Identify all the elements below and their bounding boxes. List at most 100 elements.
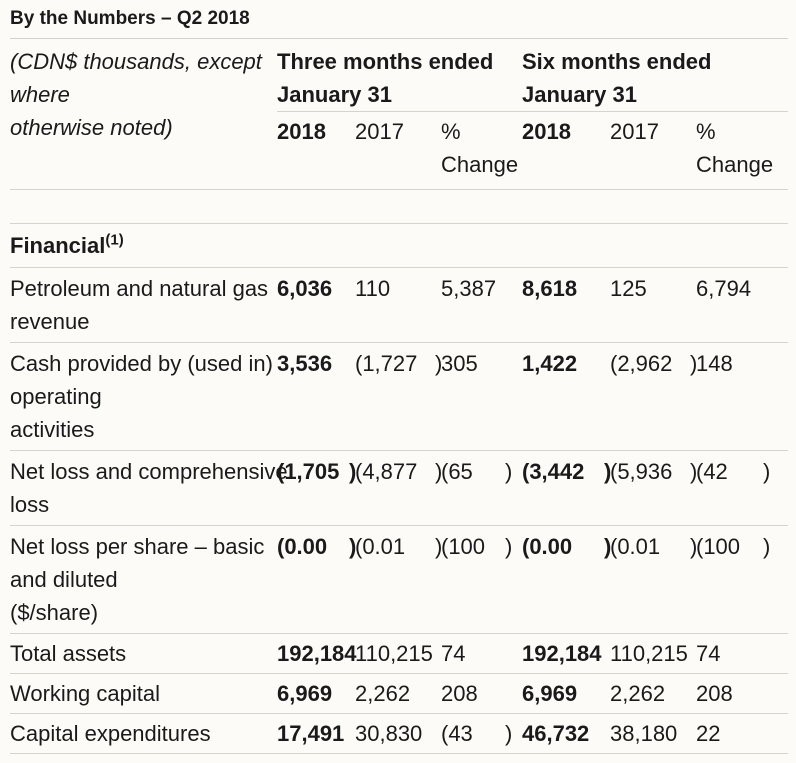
row-label: Cash provided by (used in) operating act… bbox=[10, 342, 277, 451]
cell-paren: ) bbox=[435, 450, 442, 526]
cell-paren bbox=[349, 713, 355, 754]
cell-paren bbox=[349, 342, 355, 451]
column-header-2017: 2017 bbox=[610, 111, 690, 190]
cell-paren: ) bbox=[604, 525, 611, 634]
table-row: Capital expenditures 17,491 30,830 (43 )… bbox=[10, 713, 789, 754]
cell-paren bbox=[349, 267, 355, 343]
column-header-2017: 2017 bbox=[355, 111, 435, 190]
row-label: Net loss per share – basic and diluted (… bbox=[10, 525, 277, 634]
cell-value: 17,491 bbox=[277, 713, 349, 754]
cell-value: (4,877 bbox=[355, 450, 435, 526]
cell-value: 208 bbox=[441, 673, 505, 714]
cell-value: 3,536 bbox=[277, 342, 349, 451]
cell-value: (65 bbox=[441, 450, 505, 526]
cell-paren bbox=[690, 267, 696, 343]
cell-value: (42 bbox=[696, 450, 763, 526]
row-label: Net loss and comprehensive loss bbox=[10, 450, 288, 526]
table-row: Working capital 6,969 2,262 208 6,969 2,… bbox=[10, 673, 789, 714]
cell-paren bbox=[604, 713, 610, 754]
cell-value: 74 bbox=[441, 633, 505, 674]
cell-value: 5,387 bbox=[441, 267, 505, 343]
cell-paren bbox=[349, 633, 355, 674]
cell-paren bbox=[435, 267, 441, 343]
year-header-row: 2018 2017 % Change 2018 2017 % Change bbox=[10, 111, 789, 190]
cell-paren: ) bbox=[690, 450, 697, 526]
table-row: Net loss per share – basic and diluted (… bbox=[10, 525, 789, 634]
cell-paren: ) bbox=[505, 713, 522, 754]
cell-value: 192,184 bbox=[277, 633, 357, 674]
spacer-row bbox=[10, 189, 789, 224]
cell-value: 148 bbox=[696, 342, 763, 451]
cell-paren bbox=[690, 713, 696, 754]
cell-paren bbox=[349, 673, 355, 714]
section-header-row: Financial(1) bbox=[10, 223, 789, 268]
cell-value: 8,618 bbox=[522, 267, 604, 343]
cell-paren: ) bbox=[349, 450, 356, 526]
section-header: Financial(1) bbox=[10, 223, 789, 268]
row-label: Capital expenditures bbox=[10, 713, 277, 754]
cell-paren: ) bbox=[349, 525, 356, 634]
cell-value: 110,215 bbox=[610, 633, 690, 674]
cell-value: 38,180 bbox=[610, 713, 690, 754]
cell-paren: ) bbox=[763, 525, 789, 634]
cell-paren bbox=[763, 713, 789, 754]
title-row: By the Numbers – Q2 2018 bbox=[10, 0, 789, 39]
cell-paren bbox=[604, 342, 610, 451]
cell-paren bbox=[763, 673, 789, 714]
cell-value: 46,732 bbox=[522, 713, 604, 754]
cell-value: 22 bbox=[696, 713, 763, 754]
cell-value: (43 bbox=[441, 713, 505, 754]
cell-paren bbox=[690, 673, 696, 714]
cell-paren: ) bbox=[604, 450, 611, 526]
cell-paren bbox=[763, 342, 789, 451]
column-group-header-row: (CDN$ thousands, except where otherwise … bbox=[10, 38, 789, 190]
cell-paren bbox=[505, 342, 522, 451]
cell-paren bbox=[604, 673, 610, 714]
cell-value: 110 bbox=[355, 267, 435, 343]
cell-paren: ) bbox=[505, 450, 522, 526]
cell-paren bbox=[690, 633, 696, 674]
column-header-pct-change: % Change bbox=[441, 111, 518, 190]
cell-value: 6,794 bbox=[696, 267, 763, 343]
cell-value: (2,962 bbox=[610, 342, 690, 451]
cell-value: 30,830 bbox=[355, 713, 435, 754]
cell-value: (1,705 bbox=[277, 450, 349, 526]
cell-value: (0.01 bbox=[355, 525, 435, 634]
cell-paren bbox=[505, 633, 522, 674]
cell-paren bbox=[763, 267, 789, 343]
cell-paren bbox=[505, 673, 522, 714]
cell-value: 6,969 bbox=[522, 673, 604, 714]
cell-value: 125 bbox=[610, 267, 690, 343]
cell-value: (0.01 bbox=[610, 525, 690, 634]
cell-value: (100 bbox=[696, 525, 763, 634]
column-header-2018: 2018 bbox=[277, 111, 349, 190]
cell-paren bbox=[435, 673, 441, 714]
row-label: Petroleum and natural gas revenue bbox=[10, 267, 277, 343]
cell-value: (100 bbox=[441, 525, 505, 634]
cell-paren bbox=[505, 267, 522, 343]
cell-value: 110,215 bbox=[355, 633, 435, 674]
footnote-marker: (1) bbox=[105, 231, 124, 249]
cell-paren: ) bbox=[435, 525, 442, 634]
table-row: Net loss and comprehensive loss (1,705 )… bbox=[10, 450, 789, 526]
cell-paren bbox=[435, 633, 441, 674]
cell-value: (0.00 bbox=[277, 525, 349, 634]
column-header-2018: 2018 bbox=[522, 111, 604, 190]
table-row: Total assets 192,184 110,215 74 192,184 … bbox=[10, 633, 789, 674]
row-label: Working capital bbox=[10, 673, 277, 714]
cell-paren: ) bbox=[690, 342, 697, 451]
table-row: Cash provided by (used in) operating act… bbox=[10, 342, 789, 451]
column-group-three-months: Three months ended January 31 bbox=[277, 38, 522, 112]
cell-value: (1,727 bbox=[355, 342, 435, 451]
cell-value: 192,184 bbox=[522, 633, 604, 674]
cell-value: 74 bbox=[696, 633, 763, 674]
page-title: By the Numbers – Q2 2018 bbox=[10, 0, 789, 39]
cell-value: (0.00 bbox=[522, 525, 604, 634]
cell-paren: ) bbox=[690, 525, 697, 634]
financial-summary-table: By the Numbers – Q2 2018 (CDN$ thousands… bbox=[10, 0, 789, 754]
cell-value: 6,036 bbox=[277, 267, 349, 343]
cell-value: 2,262 bbox=[355, 673, 435, 714]
table-row: Petroleum and natural gas revenue 6,036 … bbox=[10, 267, 789, 343]
cell-value: (5,936 bbox=[610, 450, 690, 526]
cell-paren bbox=[604, 633, 610, 674]
